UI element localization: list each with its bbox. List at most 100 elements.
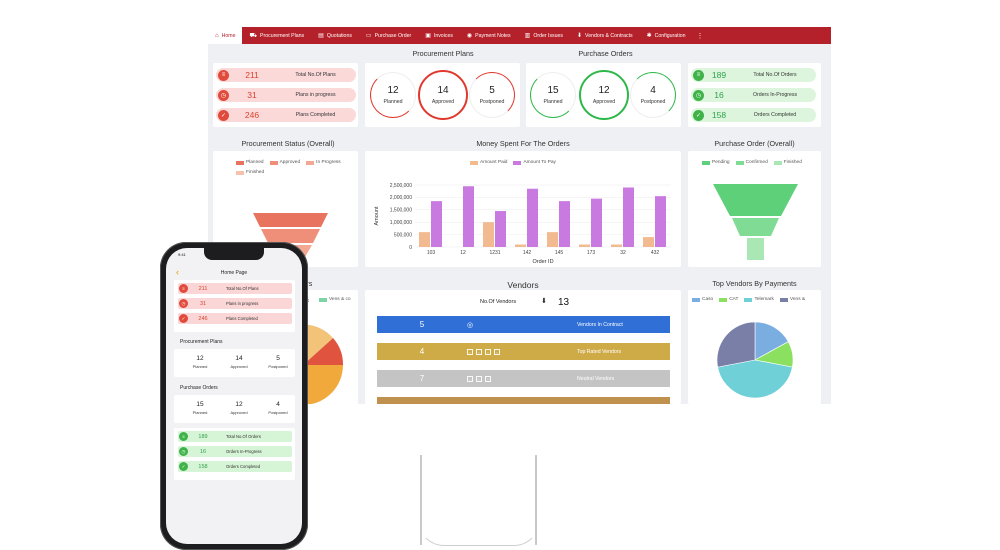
plans-in-progress-pill[interactable]: ◷ 31 Plans in progress (216, 88, 356, 102)
partial-pie-slice-red[interactable] (303, 338, 343, 365)
legend-finished[interactable]: Finished (236, 170, 264, 175)
vendors-in-contract-label: Vendors In Contract (577, 321, 623, 328)
orders-planned-ring[interactable]: 15 Planned (530, 72, 576, 118)
phone-orders-planned-value: 15 (196, 401, 204, 408)
plans-summary-card: ≡ 211 Total No.Of Plans ◷ 31 Plans in pr… (213, 63, 358, 127)
neutral-vendors-icons: ▫ ▫ ▫ (467, 375, 537, 382)
top-rated-vendors-row[interactable]: 4 ▫ ▫ ▫ ▫ Top Rated Vendors (377, 343, 670, 360)
phone-total-plans-pill[interactable]: ≡ 211 Total No.Of Plans (178, 283, 292, 294)
orders-planned-value: 15 (547, 85, 559, 96)
phone-plans-in-progress-pill[interactable]: ◷ 31 Plans in progress (178, 298, 292, 309)
orders-in-progress-value: 16 (714, 90, 724, 100)
nav-procurement-plans[interactable]: ⛟ Procurement Plans (242, 27, 311, 44)
legend-confirmed[interactable]: Confirmed (735, 160, 768, 165)
nav-order-issues[interactable]: ▥ Order Issues (518, 27, 570, 44)
funnel-segment-confirmed[interactable] (732, 218, 779, 236)
nav-quotations[interactable]: ▤ Quotations (311, 27, 359, 44)
legend-cat[interactable]: CAT (719, 297, 738, 302)
plans-postponed-ring[interactable]: 5 Postponed (469, 72, 515, 118)
phone-total-plans-value: 211 (198, 285, 208, 292)
funnel-segment-finished-po[interactable] (747, 238, 764, 260)
legend-planned[interactable]: Planned (236, 160, 264, 165)
clock-icon: ◷ (179, 299, 188, 308)
phone-plans-postponed[interactable]: 5 Postponed (260, 355, 296, 369)
phone-orders-completed-pill[interactable]: ✓ 158 Orders Completed (178, 461, 292, 472)
top-navbar: ⌂ Home ⛟ Procurement Plans ▤ Quotations ▭ Pu… (208, 27, 831, 44)
plans-completed-pill[interactable]: ✓ 246 Plans Completed (216, 108, 356, 122)
list-icon: ≡ (179, 432, 188, 441)
bar-amount-to-pay[interactable] (527, 188, 538, 247)
phone-orders-planned[interactable]: 15 Planned (182, 401, 218, 415)
legend-amount-paid[interactable]: Amount Paid (470, 160, 507, 165)
bar-amount-paid[interactable] (611, 244, 622, 247)
orders-in-progress-pill[interactable]: ◷ 16 Orders In-Progress (691, 88, 816, 102)
plans-approved-ring[interactable]: 14 Approved (418, 70, 468, 120)
legend-vens-co[interactable]: Vens & co (319, 297, 351, 302)
bar-amount-to-pay[interactable] (591, 198, 602, 247)
rating-box-icon: ▫ (485, 348, 491, 355)
legend-pending[interactable]: Pending (702, 160, 730, 165)
plans-postponed-value: 5 (489, 85, 495, 96)
orders-completed-label: Orders Completed (753, 112, 797, 118)
phone-orders-in-progress-label: Orders In-Progress (226, 449, 262, 454)
bar-amount-paid[interactable] (643, 237, 654, 247)
nav-home[interactable]: ⌂ Home (208, 27, 243, 44)
phone-orders-in-progress-pill[interactable]: ◷ 16 Orders In-Progress (178, 446, 292, 457)
total-orders-pill[interactable]: ≡ 189 Total No.Of Orders (691, 68, 816, 82)
phone-status-time: 9:41 (178, 252, 186, 257)
top-rated-vendors-icons: ▫ ▫ ▫ ▫ (467, 348, 537, 355)
orders-postponed-ring[interactable]: 4 Postponed (630, 72, 676, 118)
bar-amount-to-pay[interactable] (623, 187, 634, 247)
bar-amount-to-pay[interactable] (495, 211, 506, 247)
nav-payment-notes[interactable]: ◉ Payment Notes (460, 27, 518, 44)
vendor-count-label: No.Of Vendors (480, 299, 517, 305)
legend-caso[interactable]: Caso (692, 297, 713, 302)
vendors-in-contract-row[interactable]: 5 ◎ Vendors In Contract (377, 316, 670, 333)
bar-amount-to-pay[interactable] (655, 196, 666, 247)
other-vendors-row[interactable] (377, 397, 670, 404)
nav-purchase-order[interactable]: ▭ Purchase Order (359, 27, 418, 44)
x-axis-label: Order ID (532, 259, 553, 265)
procurement-status-title: Procurement Status (Overall) (241, 139, 335, 148)
funnel-segment-approved[interactable] (261, 229, 320, 243)
pie-slice-telemark[interactable] (717, 359, 793, 399)
funnel-segment-planned[interactable] (253, 213, 328, 227)
bar-amount-paid[interactable] (547, 232, 558, 247)
phone-orders-approved[interactable]: 12 Approved (221, 401, 257, 415)
bar-amount-paid[interactable] (515, 244, 526, 247)
more-options-icon[interactable]: ⋮ (696, 32, 704, 40)
phone-plans-completed-pill[interactable]: ✓ 246 Plans Completed (178, 313, 292, 324)
nav-payment-notes-label: Payment Notes (475, 32, 511, 39)
neutral-vendors-row[interactable]: 7 ▫ ▫ ▫ Neutral Vendors (377, 370, 670, 387)
vendors-card: No.Of Vendors ⬇ 13 5 ◎ Vendors In Contra… (365, 290, 681, 404)
bar-amount-paid[interactable] (483, 222, 494, 247)
total-plans-pill[interactable]: ≡ 211 Total No.Of Plans (216, 68, 356, 82)
nav-configuration[interactable]: ✱ Configuration (640, 27, 693, 44)
legend-amount-paid-label: Amount Paid (480, 160, 508, 165)
phone-total-orders-pill[interactable]: ≡ 189 Total No.Of Orders (178, 431, 292, 442)
plans-planned-ring[interactable]: 12 Planned (370, 72, 416, 118)
bar-amount-to-pay[interactable] (431, 201, 442, 247)
nav-invoices[interactable]: ▣ Invoices (418, 27, 460, 44)
legend-telemark[interactable]: Telemark (744, 297, 774, 302)
legend-amount-to-pay[interactable]: Amount To Pay (513, 160, 556, 165)
bar-amount-to-pay[interactable] (463, 186, 474, 247)
legend-in-progress[interactable]: In Progress (306, 160, 341, 165)
partial-pie-slice-orange[interactable] (303, 365, 343, 404)
pie-slice-vens-[interactable] (716, 321, 756, 368)
funnel-segment-pending[interactable] (713, 184, 798, 216)
orders-completed-pill[interactable]: ✓ 158 Orders Completed (691, 108, 816, 122)
phone-plans-approved[interactable]: 14 Approved (221, 355, 257, 369)
bar-amount-to-pay[interactable] (559, 201, 570, 247)
phone-plans-planned[interactable]: 12 Planned (182, 355, 218, 369)
purchase-order-overall-card: Pending Confirmed Finished (688, 151, 821, 267)
legend-approved[interactable]: Approved (269, 160, 300, 165)
bar-amount-paid[interactable] (579, 244, 590, 247)
phone-orders-postponed[interactable]: 4 Postponed (260, 401, 296, 415)
legend-vens[interactable]: Vens & (779, 297, 805, 302)
bar-amount-paid[interactable] (419, 232, 430, 247)
nav-vendors-contracts[interactable]: ⬇ Vendors & Contracts (570, 27, 640, 44)
back-chevron-icon[interactable]: ‹ (176, 267, 179, 277)
orders-approved-ring[interactable]: 12 Approved (579, 70, 629, 120)
legend-finished-po[interactable]: Finished (773, 160, 802, 165)
